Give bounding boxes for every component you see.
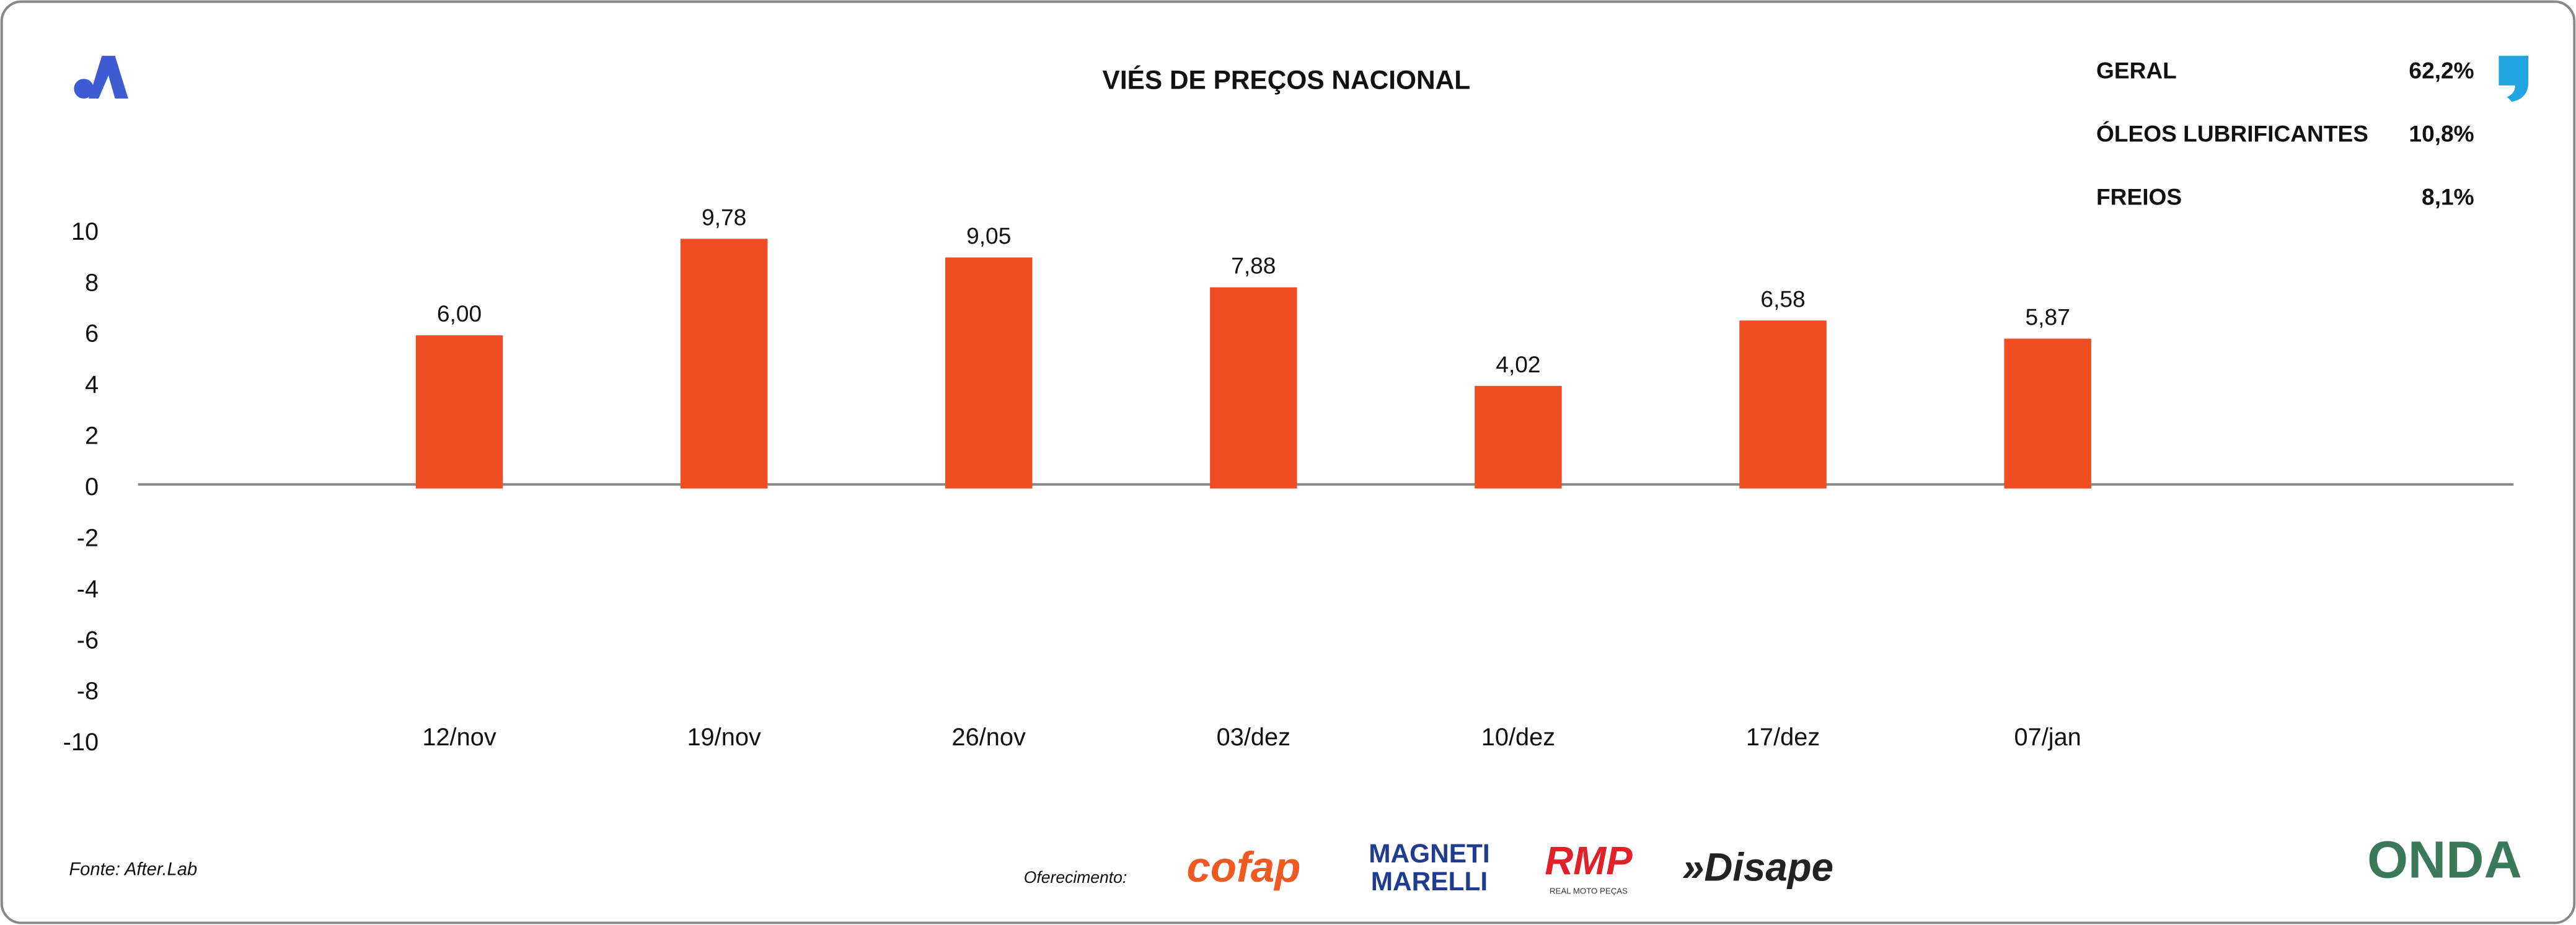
- sponsor-tagline: REAL MOTO PEÇAS: [1550, 887, 1628, 896]
- y-tick-label: -10: [63, 729, 99, 756]
- x-tick-label: 12/nov: [422, 724, 496, 751]
- x-tick-label: 17/dez: [1746, 724, 1820, 751]
- y-tick-label: -2: [77, 524, 99, 551]
- sponsor-logo: »Disape: [1682, 846, 1833, 890]
- x-tick-label: 19/nov: [687, 724, 761, 751]
- bar: [1739, 320, 1827, 489]
- brand-logo: ONDA: [2367, 830, 2522, 889]
- x-tick-label: 03/dez: [1217, 724, 1290, 751]
- chart-title: VIÉS DE PREÇOS NACIONAL: [1103, 66, 1471, 95]
- bar: [680, 239, 768, 489]
- stat-label: ÓLEOS LUBRIFICANTES: [2096, 120, 2368, 146]
- sponsor-logo: cofap: [1187, 843, 1301, 891]
- value-label: 6,58: [1760, 286, 1805, 312]
- x-tick-label: 07/jan: [2014, 724, 2081, 751]
- bar: [1475, 385, 1562, 489]
- stat-label: FREIOS: [2096, 184, 2182, 210]
- value-label: 5,87: [2026, 304, 2070, 330]
- y-tick-label: 2: [85, 423, 99, 450]
- x-tick-label: 10/dez: [1481, 724, 1555, 751]
- x-tick-label: 26/nov: [952, 724, 1026, 751]
- y-tick-label: -4: [77, 576, 99, 603]
- sponsor-logo: MAGNETI: [1369, 839, 1489, 868]
- sponsor-logo: RMP: [1545, 839, 1633, 883]
- value-label: 9,78: [702, 204, 746, 230]
- value-label: 9,05: [966, 223, 1011, 249]
- stat-value: 62,2%: [2409, 57, 2474, 83]
- y-tick-label: 10: [71, 218, 99, 245]
- value-label: 7,88: [1231, 253, 1276, 279]
- sponsor-label: Oferecimento:: [1024, 868, 1127, 887]
- y-tick-label: 8: [85, 269, 99, 296]
- bar: [415, 335, 503, 489]
- y-tick-label: -8: [77, 678, 99, 705]
- bar: [1210, 287, 1297, 489]
- y-tick-label: 0: [85, 473, 99, 501]
- source: Fonte: After.Lab: [69, 859, 197, 879]
- y-tick-label: 4: [85, 371, 99, 398]
- quote-icon: [2499, 56, 2529, 102]
- stat-value: 10,8%: [2409, 120, 2474, 146]
- sponsor-logo: MARELLI: [1371, 867, 1488, 896]
- value-label: 6,00: [437, 300, 482, 327]
- bar: [945, 257, 1033, 489]
- stat-value: 8,1%: [2422, 184, 2474, 210]
- y-tick-label: 6: [85, 320, 99, 348]
- bar: [2004, 338, 2091, 489]
- y-tick-label: -6: [77, 626, 99, 654]
- stat-label: GERAL: [2096, 57, 2177, 83]
- value-label: 4,02: [1496, 351, 1540, 377]
